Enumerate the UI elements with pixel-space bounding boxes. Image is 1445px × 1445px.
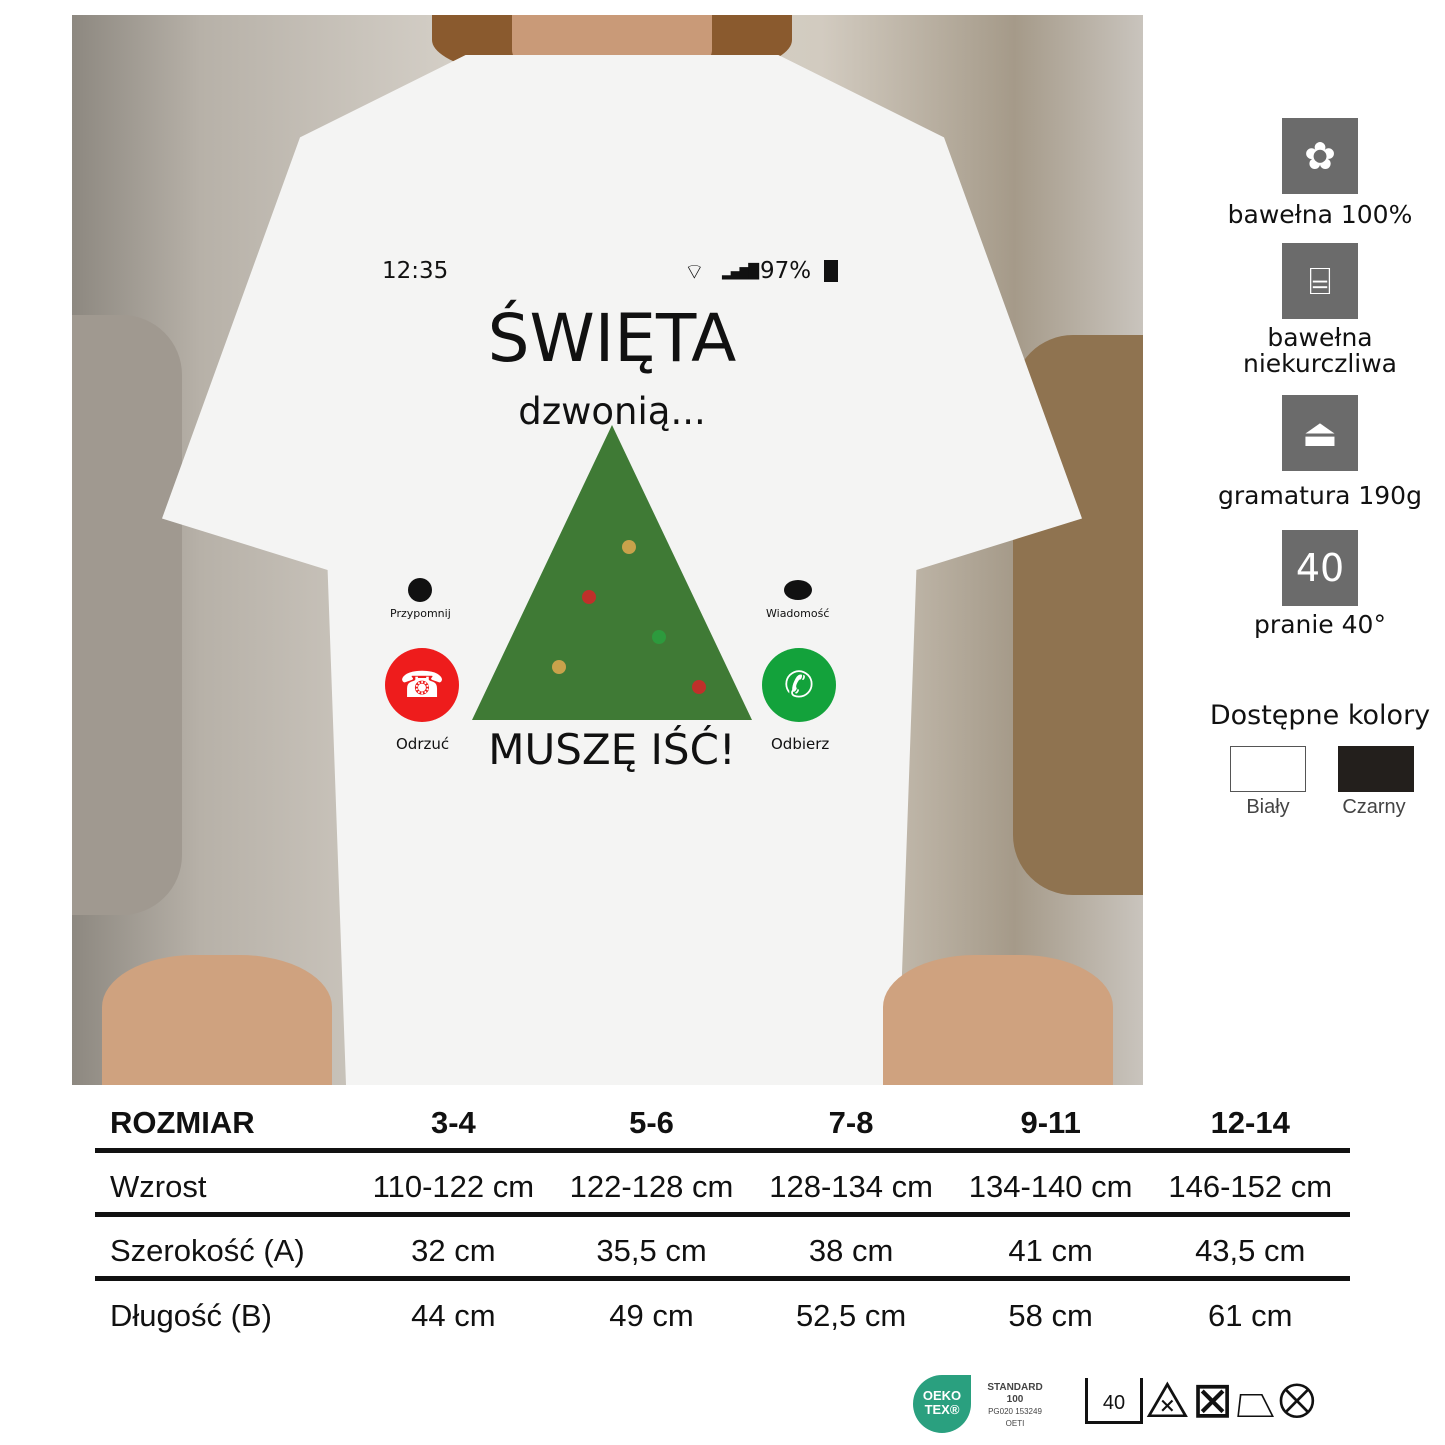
table-row: Szerokość (A) 32 cm 35,5 cm 38 cm 41 cm …: [95, 1214, 1350, 1281]
standard-number: 100: [1006, 1394, 1024, 1405]
print-time: 12:35: [382, 258, 449, 284]
feature-label: bawełna 100%: [1227, 200, 1413, 229]
cell: 134-140 cm: [950, 1150, 1151, 1217]
wash-temp: 40: [1102, 1392, 1126, 1414]
oeko-tex-text: OEKO TEX®: [922, 1388, 962, 1417]
accept-phone-icon: ✆: [762, 648, 836, 722]
chat-bubble-icon: [784, 580, 812, 600]
cell: 122-128 cm: [551, 1150, 752, 1217]
cell: 32 cm: [355, 1214, 552, 1281]
print-battery: 97%: [760, 258, 812, 284]
shirt-print: 12:35 ⌔ ▂▄▆█ 97% ŚWIĘTA dzwonią... Przyp…: [372, 230, 852, 774]
ornament: [652, 630, 666, 644]
feature-weight: ⏏ gramatura 190g: [1195, 395, 1445, 509]
yarn-spool-icon: ⌸: [1282, 243, 1358, 319]
oeko-tex-logo: OEKO TEX®: [913, 1375, 971, 1433]
color-label-black: Czarny: [1342, 796, 1406, 818]
pillow: [72, 315, 182, 915]
feature-wash: 40 pranie 40°: [1195, 530, 1445, 638]
no-tumble-dry-icon: ⊠: [1191, 1372, 1236, 1428]
cell: 110-122 cm: [355, 1150, 552, 1217]
arm: [883, 955, 1113, 1085]
ornament: [692, 680, 706, 694]
cell: 49 cm: [609, 1298, 694, 1334]
remind-label: Przypomnij: [390, 607, 451, 620]
decline-label: Odrzuć: [396, 735, 450, 753]
cell: 146-152 cm: [1150, 1150, 1350, 1217]
feature-cotton: ✿ bawełna 100%: [1195, 118, 1445, 228]
ornament: [552, 660, 566, 674]
signal-icon: ▂▄▆█: [722, 264, 759, 280]
arm: [102, 955, 332, 1085]
cell: 128-134 cm: [751, 1150, 951, 1217]
wash-badge: 40: [1295, 546, 1345, 590]
color-swatch-black[interactable]: [1338, 746, 1414, 792]
colors-title: Dostępne kolory: [1209, 700, 1431, 731]
ornament: [582, 590, 596, 604]
no-bleach-icon: ⨻: [1145, 1372, 1192, 1428]
standard-label: STANDARD: [987, 1382, 1043, 1393]
battery-icon: [824, 260, 838, 282]
header-cell: 3-4: [355, 1098, 552, 1153]
cell: 41 cm: [950, 1214, 1151, 1281]
feature-label: pranie 40°: [1254, 610, 1386, 639]
color-label-white: Biały: [1246, 796, 1290, 818]
decline-phone-icon: ☎: [385, 648, 459, 722]
header-cell: ROZMIAR: [95, 1098, 355, 1153]
product-photo: 12:35 ⌔ ▂▄▆█ 97% ŚWIĘTA dzwonią... Przyp…: [72, 15, 1143, 1085]
header-cell: 9-11: [950, 1098, 1151, 1153]
cert-institute: OETI: [1005, 1419, 1025, 1428]
cert-code: PG020 153249: [988, 1407, 1042, 1416]
table-row: Długość (B) 44 cm 49 cm 52,5 cm 58 cm 61…: [95, 1278, 1350, 1342]
cotton-plant-icon: ✿: [1282, 118, 1358, 194]
print-bottom-text: MUSZĘ IŚĆ!: [488, 725, 736, 774]
cell: 44 cm: [411, 1298, 496, 1334]
row-label: Długość (B): [110, 1298, 272, 1334]
header-cell: 7-8: [751, 1098, 951, 1153]
color-swatch-white[interactable]: [1230, 746, 1306, 792]
oeko-tex-details: STANDARD 100 PG020 153249 OETI: [975, 1382, 1055, 1430]
wash-40-care-icon: 40: [1085, 1378, 1143, 1424]
cell: 35,5 cm: [551, 1214, 752, 1281]
feature-label: gramatura 190g: [1218, 481, 1422, 510]
wifi-icon: ⌔: [684, 260, 705, 285]
header-cell: 12-14: [1150, 1098, 1350, 1153]
wash-40-icon: 40: [1282, 530, 1358, 606]
accept-label: Odbierz: [771, 735, 830, 753]
iron-low-icon: ⏢: [1235, 1372, 1278, 1428]
print-title: ŚWIĘTA: [487, 300, 737, 377]
header-cell: 5-6: [551, 1098, 752, 1153]
table-row: Wzrost 110-122 cm 122-128 cm 128-134 cm …: [95, 1150, 1350, 1217]
no-dry-clean-icon: ⊗: [1277, 1372, 1319, 1428]
christmas-tree-icon: [472, 425, 752, 720]
ornament: [622, 540, 636, 554]
message-label: Wiadomość: [766, 607, 830, 620]
care-symbols: ⨻⊠⏢⊗: [1145, 1372, 1318, 1428]
feature-label: bawełna niekurczliwa: [1243, 323, 1397, 378]
cell: 58 cm: [1008, 1298, 1093, 1334]
size-table: ROZMIAR 3-4 5-6 7-8 9-11 12-14 Wzrost 11…: [95, 1098, 1350, 1342]
table-header: ROZMIAR 3-4 5-6 7-8 9-11 12-14: [95, 1098, 1350, 1153]
cell: 38 cm: [751, 1214, 951, 1281]
clock-icon: [408, 578, 432, 602]
row-label: Szerokość (A): [95, 1214, 355, 1281]
cell: 61 cm: [1208, 1298, 1293, 1334]
feature-non-shrink: ⌸ bawełna niekurczliwa: [1195, 243, 1445, 377]
cell: 43,5 cm: [1150, 1214, 1350, 1281]
cell: 52,5 cm: [795, 1298, 907, 1334]
row-label: Wzrost: [95, 1150, 355, 1217]
weight-icon: ⏏: [1282, 395, 1358, 471]
